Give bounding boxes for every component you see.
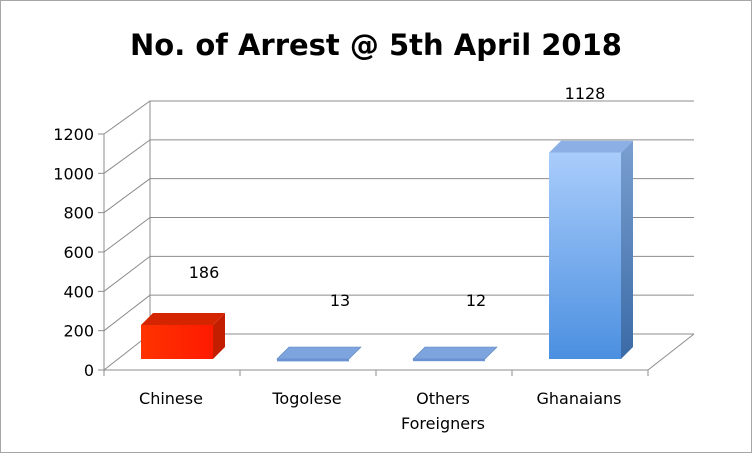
bar-side <box>621 140 633 359</box>
bar-top <box>141 312 225 325</box>
x-tick-label: Chinese <box>139 389 203 408</box>
x-tick-label: Foreigners <box>401 414 485 433</box>
data-label: 186 <box>189 263 220 282</box>
x-tick-label: Others <box>416 389 470 408</box>
bar-front <box>549 152 621 359</box>
bar-top <box>276 346 362 360</box>
x-tick-label: Togolese <box>271 389 341 408</box>
bar-front <box>413 359 485 362</box>
data-label: 13 <box>330 291 350 310</box>
gridline <box>103 100 694 135</box>
bar-chinese <box>141 312 225 359</box>
bars <box>141 140 633 362</box>
bar-front <box>277 359 349 362</box>
bar-togolese <box>276 346 362 362</box>
bar-front <box>141 324 213 359</box>
grid-lines <box>103 100 695 376</box>
data-labels: 186 13 12 1128 <box>189 84 606 310</box>
y-tick-label: 600 <box>63 243 94 262</box>
y-tick-label: 1000 <box>53 164 94 183</box>
y-tick-label: 800 <box>63 204 94 223</box>
bar-top <box>549 140 633 153</box>
y-tick-label: 1200 <box>53 125 94 144</box>
bar-top <box>412 346 498 360</box>
data-label: 1128 <box>565 84 606 103</box>
gridline <box>103 139 694 174</box>
y-tick-label: 400 <box>63 282 94 301</box>
y-tick-label: 200 <box>63 322 94 341</box>
gridline <box>103 217 694 253</box>
bar-ghanaians <box>549 140 633 359</box>
data-label: 12 <box>466 291 486 310</box>
y-axis: 0 200 400 600 800 1000 1200 <box>53 125 649 380</box>
gridline <box>103 255 694 292</box>
bar-others-foreigners <box>412 346 498 362</box>
x-tick-label: Ghanaians <box>536 389 621 408</box>
x-axis-labels: Chinese Togolese Others Foreigners Ghanaians <box>139 389 621 433</box>
bar-side <box>213 312 225 359</box>
gridline <box>103 178 694 214</box>
gridline <box>103 294 694 332</box>
y-tick-label: 0 <box>84 361 94 380</box>
chart-title: No. of Arrest @ 5th April 2018 <box>130 28 622 62</box>
